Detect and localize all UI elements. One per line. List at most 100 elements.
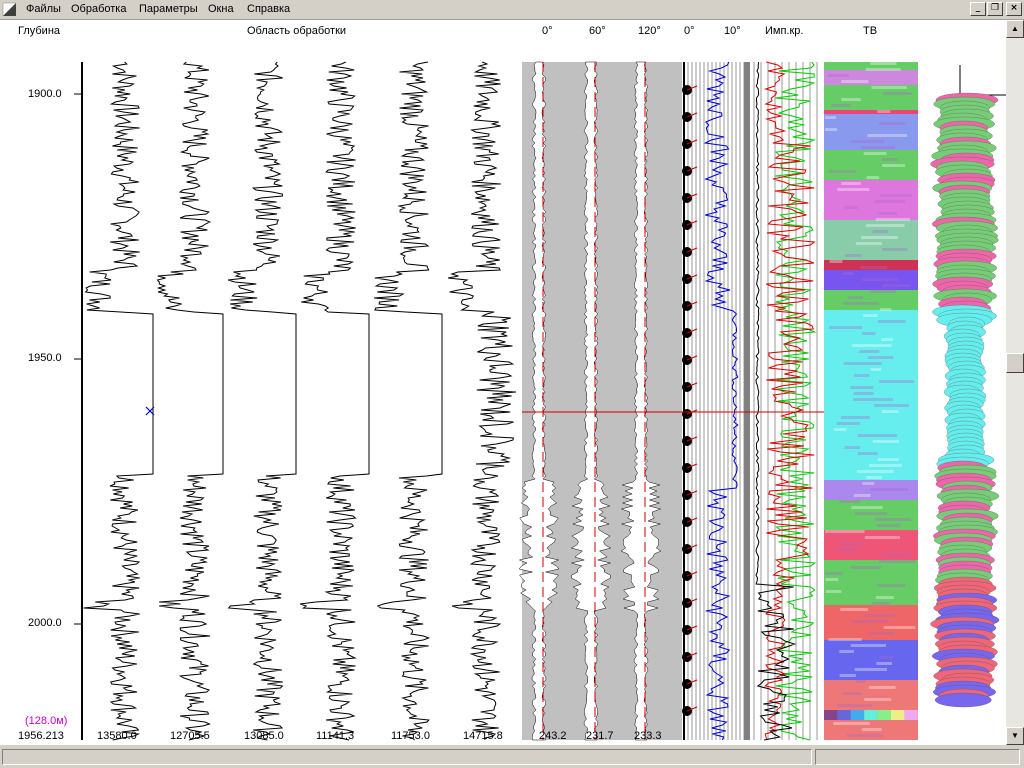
restore-button[interactable]: ❐ (987, 2, 1003, 16)
dip-tadpole-tail (686, 625, 698, 631)
tv-image-streak (882, 164, 905, 167)
dip-tadpole-tail (686, 85, 698, 91)
tv-image-streak (872, 602, 891, 605)
dip-0-header: 0° (684, 25, 695, 37)
track-value: 13085.0 (244, 730, 284, 742)
tv-image-streak (843, 302, 879, 305)
menu-parameters[interactable]: Параметры (139, 3, 198, 15)
dip-tadpole-tail (686, 544, 698, 550)
tv-color-scale (824, 710, 838, 720)
menu-help[interactable]: Справка (247, 3, 291, 15)
log-plot-canvas[interactable] (0, 20, 1006, 745)
tv-image-streak (825, 572, 843, 575)
minimize-button[interactable]: _ (970, 2, 986, 16)
dip-tadpole-tail (686, 247, 698, 253)
track-value: 11753.0 (391, 730, 430, 742)
dip-tadpole-tail (686, 382, 698, 388)
tv-image-streak (863, 152, 887, 155)
cursor-marker-icon (145, 406, 155, 416)
tv-image-streak (857, 434, 898, 437)
tv-image-streak (861, 146, 895, 149)
track-value: 243.2 (539, 730, 567, 742)
tv-image-streak (875, 218, 911, 221)
dip-tadpole-tail (686, 220, 698, 226)
dip-tadpole-tail (686, 328, 698, 334)
depth-column-header: Глубина (18, 25, 61, 37)
tv-image-streak (851, 140, 884, 143)
tv-image-streak (874, 404, 909, 407)
angle-0-header: 0° (542, 25, 553, 37)
tv-image-streak (864, 536, 900, 539)
tv-image-band (824, 605, 918, 640)
tv-image-streak (859, 350, 880, 353)
tv-image-streak (842, 272, 854, 275)
track-value: 231.7 (586, 730, 614, 742)
track-value: 233.3 (634, 730, 662, 742)
vertical-scrollbar[interactable]: ▲ ▼ (1006, 20, 1024, 745)
tv-image-streak (829, 260, 843, 263)
borehole-segment (934, 692, 992, 708)
tv-image-band (824, 560, 918, 605)
menu-files[interactable]: Файлы (26, 3, 61, 15)
tv-image-streak (879, 194, 912, 197)
tv-image-streak (877, 458, 899, 461)
tv-image-streak (833, 428, 847, 431)
menu-windows[interactable]: Окна (208, 3, 234, 15)
tv-image-streak (843, 692, 862, 695)
scroll-up-button[interactable]: ▲ (1006, 20, 1024, 38)
app-icon[interactable] (2, 2, 18, 17)
tv-image-streak (851, 566, 882, 569)
tv-image-streak (869, 464, 902, 467)
tv-image-streak (830, 104, 852, 107)
tv-image-streak (876, 212, 898, 215)
scroll-thumb[interactable] (1006, 353, 1024, 373)
angle-trace (620, 61, 662, 741)
processing-trace (156, 61, 224, 741)
dip-curve (703, 61, 739, 741)
impulse-black-curve (755, 61, 797, 741)
tv-image-streak (850, 386, 874, 389)
tv-image-band (824, 260, 918, 270)
tv-image-streak (861, 728, 882, 731)
tv-image-streak (841, 80, 869, 83)
tv-image-streak (860, 266, 888, 269)
tv-image-streak (825, 578, 839, 581)
tv-image-streak (872, 440, 900, 443)
tv-image-streak (878, 380, 915, 383)
processing-area-header: Область обработки (247, 25, 347, 37)
tv-image-streak (847, 734, 883, 737)
tv-image-streak (833, 722, 870, 725)
tv-image-streak (839, 650, 854, 653)
log-display-area[interactable]: Глубина Область обработки 0° 60° 120° 0°… (0, 20, 1006, 745)
tv-image-streak (871, 86, 907, 89)
tv-image-streak (876, 662, 893, 665)
menu-processing[interactable]: Обработка (71, 3, 127, 15)
dip-tadpole-tail (686, 355, 698, 361)
tv-image-streak (853, 392, 874, 395)
dip-tadpole-tail (686, 166, 698, 172)
dip-tadpole-tail (686, 463, 698, 469)
tv-image-streak (872, 230, 889, 233)
track-value: 13580.0 (97, 730, 137, 742)
depth-tick-label: 1900.0 (28, 88, 62, 100)
angle-120-header: 120° (638, 25, 661, 37)
tv-image-streak (869, 290, 896, 293)
tv-image-streak (874, 200, 906, 203)
tv-image-streak (839, 500, 860, 503)
tv-image-streak (867, 632, 895, 635)
scroll-down-button[interactable]: ▼ (1006, 727, 1024, 745)
dip-tadpole-tail (686, 436, 698, 442)
close-button[interactable]: × (1006, 2, 1022, 16)
processing-trace (227, 61, 297, 741)
tv-image-streak (836, 704, 873, 707)
tv-image-streak (828, 638, 862, 641)
tv-color-scale (877, 710, 891, 720)
tv-image-band (824, 110, 918, 114)
status-pane-main (2, 749, 812, 765)
tv-image-streak (865, 68, 901, 71)
tv-image-band (824, 150, 918, 180)
tv-image-streak (851, 506, 883, 509)
dip-tadpole-tail (686, 274, 698, 280)
tv-image-streak (875, 518, 911, 521)
tv-image-band (824, 62, 918, 70)
